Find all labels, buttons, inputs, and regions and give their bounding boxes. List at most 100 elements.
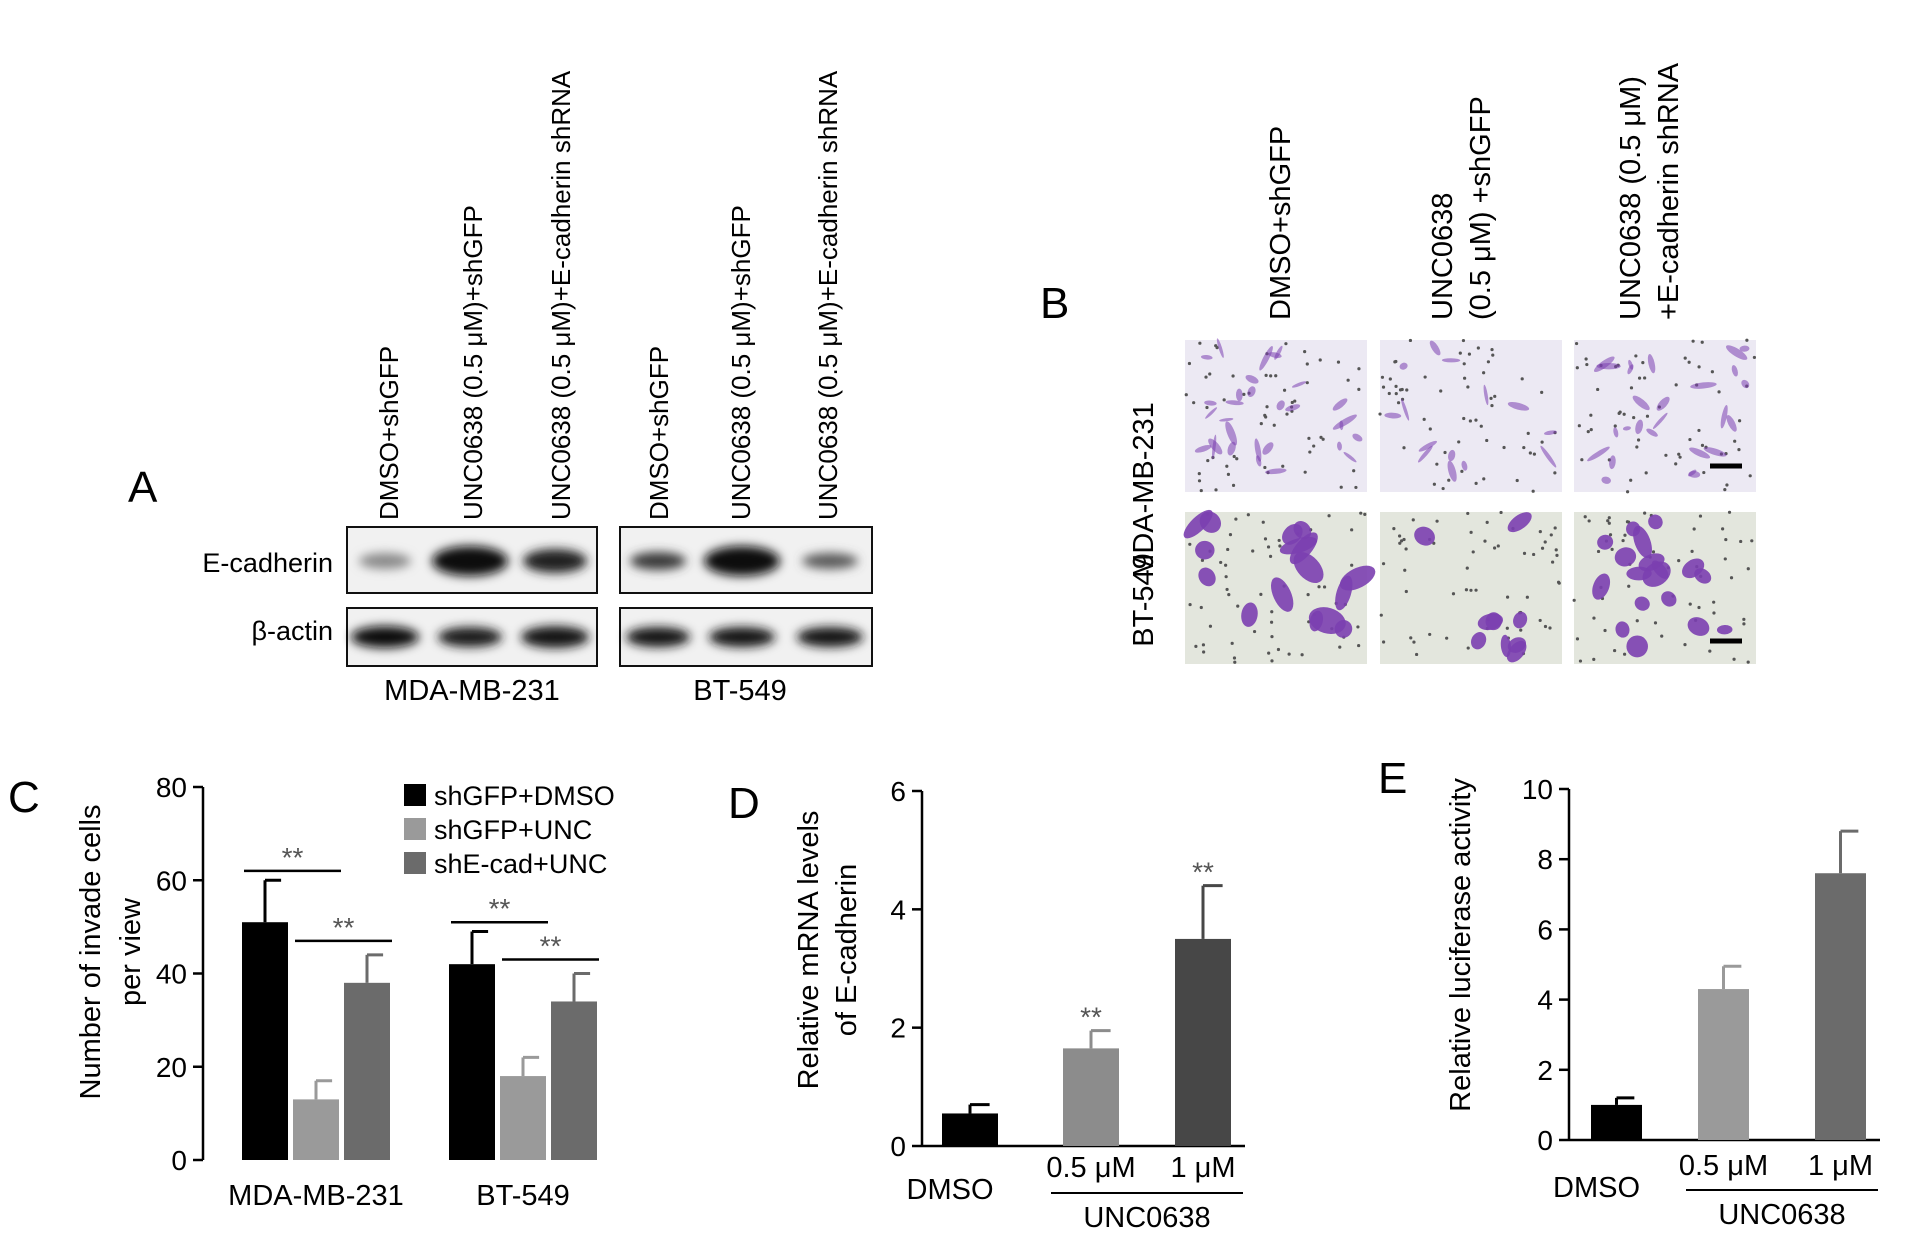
- pore: [1528, 451, 1532, 455]
- pore: [1231, 483, 1236, 487]
- pore: [1739, 539, 1743, 544]
- pore: [1242, 392, 1246, 396]
- stained-cell: [1703, 447, 1727, 457]
- pore: [1551, 560, 1555, 564]
- x-category-label: 1 μM: [1170, 1152, 1235, 1184]
- panel-a: A DMSO+shGFP UNC0638 (0.5 μM)+shGFP UNC0…: [128, 70, 873, 707]
- pore: [1192, 401, 1196, 405]
- stained-cell: [1726, 415, 1737, 432]
- stained-cell: [1507, 512, 1532, 533]
- pore: [1321, 437, 1325, 441]
- micrograph-background: [1380, 512, 1562, 664]
- pore: [1578, 659, 1583, 663]
- significance-stars: **: [282, 842, 304, 873]
- pore: [1677, 452, 1681, 456]
- pore: [1405, 388, 1409, 392]
- stained-cell: [1613, 427, 1619, 438]
- pore: [1629, 386, 1634, 390]
- pore: [1645, 414, 1650, 418]
- pore: [1224, 575, 1228, 579]
- pore: [1259, 592, 1263, 596]
- significance-stars: **: [540, 931, 562, 962]
- stained-cell: [1274, 345, 1283, 360]
- pore: [1710, 370, 1714, 374]
- pore: [1267, 651, 1271, 655]
- pore: [1317, 585, 1321, 589]
- pore: [1225, 464, 1229, 468]
- bar: [293, 1099, 339, 1160]
- pore: [1357, 387, 1361, 391]
- stained-cell: [1690, 382, 1717, 389]
- bar: [1591, 1104, 1642, 1140]
- pore: [1485, 520, 1489, 524]
- pore: [1278, 544, 1282, 548]
- pore: [1232, 656, 1237, 660]
- pore: [1526, 431, 1530, 435]
- panel-letter-c: C: [8, 773, 40, 822]
- pore: [1725, 483, 1729, 487]
- pore: [1746, 567, 1750, 571]
- stained-cell: [1292, 381, 1307, 388]
- pore: [1305, 362, 1309, 366]
- bar: [1815, 873, 1866, 1140]
- stained-cell: [1194, 445, 1212, 453]
- bar: [1063, 1048, 1119, 1146]
- y-tick-label: 80: [156, 772, 187, 803]
- y-tick-label: 20: [156, 1052, 187, 1083]
- pore: [1381, 640, 1386, 644]
- pore: [1712, 600, 1716, 604]
- pore: [1387, 391, 1391, 396]
- y-tick-label: 4: [1537, 985, 1553, 1016]
- pore: [1690, 549, 1694, 553]
- stained-cell: [1615, 621, 1630, 638]
- pore: [1265, 405, 1269, 409]
- band-actin-1: [351, 626, 419, 648]
- lane-label-3: UNC0638 (0.5 μM)+E-cadherin shRNA: [546, 70, 576, 520]
- stained-cell: [1688, 470, 1701, 478]
- pore: [1606, 519, 1610, 523]
- stained-cell: [1622, 426, 1631, 431]
- stained-cell: [1447, 460, 1457, 482]
- pore: [1540, 440, 1544, 444]
- pore: [1268, 554, 1273, 558]
- micrograph-r2-c1: [1183, 509, 1376, 664]
- pore: [1461, 338, 1466, 343]
- pore: [1428, 632, 1432, 637]
- pore: [1742, 617, 1746, 621]
- stained-cell: [1235, 388, 1243, 402]
- stained-cell: [1219, 417, 1234, 422]
- pore: [1596, 387, 1600, 392]
- pore: [1531, 489, 1535, 493]
- stained-cell: [1448, 449, 1456, 462]
- pore: [1692, 527, 1696, 531]
- legend-swatch: [404, 852, 426, 874]
- row-label-mda: MDA-MB-231: [1128, 402, 1160, 578]
- lane-label-2: UNC0638 (0.5 μM)+shGFP: [458, 205, 488, 520]
- pore: [1435, 462, 1439, 466]
- lane-label-4: DMSO+shGFP: [644, 346, 674, 520]
- pore: [1205, 405, 1209, 410]
- stained-cell: [1384, 412, 1402, 419]
- pore: [1490, 347, 1494, 352]
- pore: [1622, 412, 1626, 416]
- pore: [1232, 454, 1236, 459]
- band-actin-4: [626, 627, 690, 647]
- bar: [1698, 989, 1749, 1140]
- pore: [1750, 539, 1754, 543]
- pore: [1623, 533, 1627, 537]
- pore: [1443, 450, 1447, 455]
- pore: [1458, 351, 1462, 355]
- pore: [1276, 647, 1281, 652]
- pore: [1476, 346, 1480, 350]
- pore: [1214, 344, 1218, 348]
- pore: [1204, 375, 1208, 379]
- c-ylabel-line2: per view: [115, 897, 147, 1006]
- pore: [1607, 516, 1611, 520]
- pore: [1617, 411, 1621, 416]
- stained-cell: [1720, 404, 1728, 429]
- pore: [1380, 375, 1385, 379]
- x-category-label: DMSO: [907, 1174, 994, 1206]
- pore: [1691, 339, 1695, 343]
- pore: [1246, 513, 1250, 517]
